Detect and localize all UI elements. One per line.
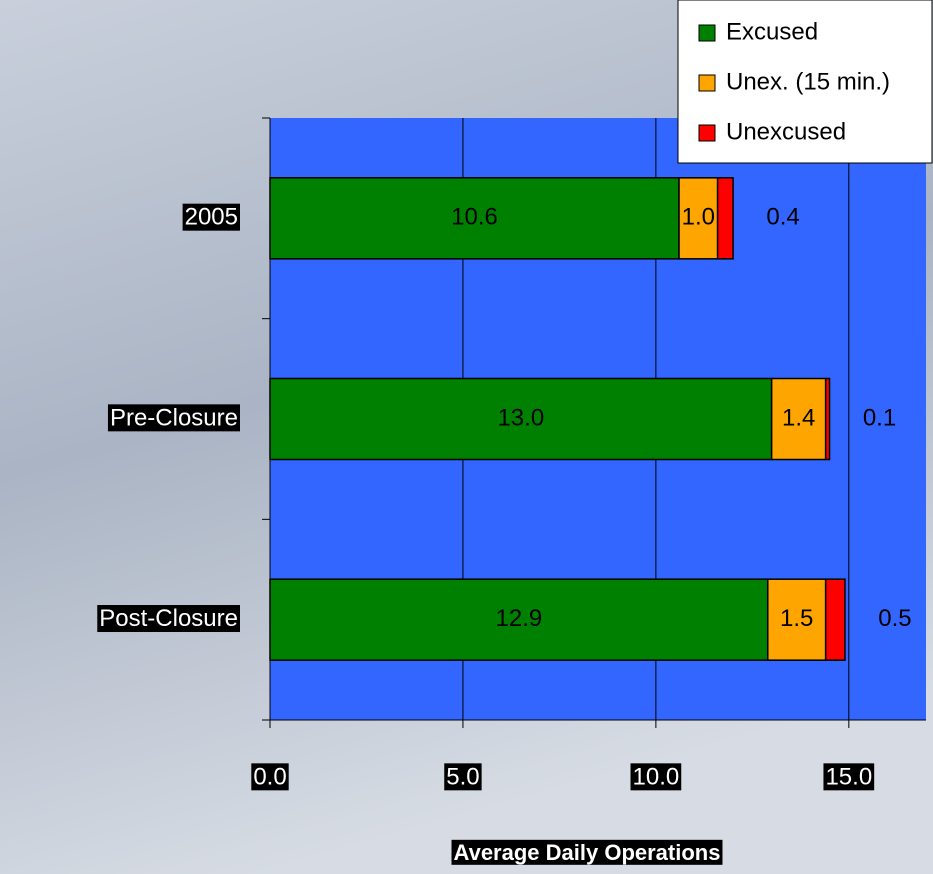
bar-segment	[824, 578, 846, 661]
x-tick-label: 10.0	[633, 763, 680, 790]
value-label: 0.4	[766, 204, 799, 231]
value-label: 12.9	[496, 605, 543, 632]
y-tick-label-group: Pre-Closure	[107, 404, 240, 432]
legend-swatch	[698, 74, 716, 92]
value-label: 1.4	[782, 404, 815, 431]
label-bg	[97, 605, 240, 633]
bar-segment	[767, 578, 827, 661]
bar-segment	[269, 578, 769, 661]
bar-segment	[716, 177, 734, 260]
label-bg	[182, 203, 240, 231]
legend-swatch	[698, 24, 716, 42]
bar-segment	[269, 377, 773, 461]
x-tick-label-group: 5.0	[444, 763, 482, 791]
bar-segment	[678, 177, 719, 260]
bar-segment	[770, 377, 827, 461]
x-tick-label-group: 10.0	[630, 763, 682, 791]
legend-swatch	[698, 124, 716, 142]
value-label: 0.5	[878, 605, 911, 632]
y-tick-label-group: 2005	[182, 203, 240, 231]
y-tick-label: 2005	[185, 204, 238, 231]
label-bg	[451, 839, 723, 865]
value-label: 13.0	[497, 404, 544, 431]
legend-label: Unexcused	[726, 118, 846, 145]
value-label: 1.5	[780, 605, 813, 632]
legend-label: Excused	[726, 18, 818, 45]
legend-label: Unex. (15 min.)	[726, 68, 890, 95]
x-axis-title-group: Average Daily Operations	[451, 839, 723, 865]
label-bg	[444, 763, 482, 791]
x-tick-label: 5.0	[446, 763, 479, 790]
value-label: 10.6	[451, 204, 498, 231]
label-bg	[630, 763, 682, 791]
value-label: 0.1	[863, 404, 896, 431]
x-tick-label: 0.0	[253, 763, 286, 790]
label-bg	[107, 404, 240, 432]
bar-segment	[824, 377, 831, 461]
value-label: 1.0	[682, 204, 715, 231]
legend	[677, 0, 933, 164]
y-tick-label-group: Post-Closure	[97, 605, 240, 633]
y-tick-label: Pre-Closure	[110, 404, 238, 431]
x-tick-label-group: 15.0	[823, 763, 875, 791]
x-axis-title: Average Daily Operations	[454, 840, 721, 865]
x-tick-label-group: 0.0	[251, 763, 289, 791]
bar-segment	[269, 177, 680, 260]
label-bg	[251, 763, 289, 791]
label-bg	[823, 763, 875, 791]
x-tick-label: 15.0	[825, 763, 872, 790]
y-tick-label: Post-Closure	[99, 605, 238, 632]
